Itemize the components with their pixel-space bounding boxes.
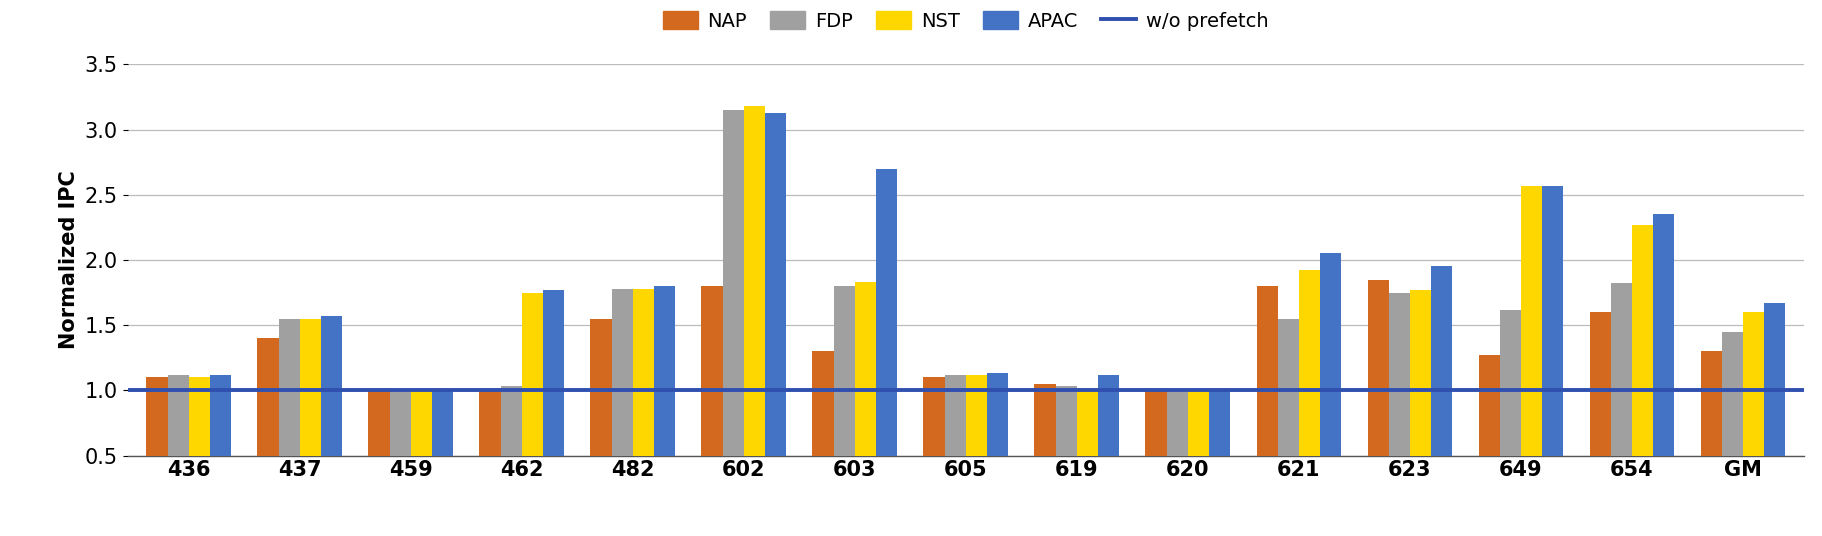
- Bar: [189, 377, 210, 456]
- Bar: [299, 318, 321, 456]
- Bar: [590, 318, 612, 456]
- Bar: [1099, 375, 1119, 456]
- Bar: [521, 293, 543, 456]
- Bar: [813, 351, 833, 456]
- w/o prefetch: [288, 387, 310, 393]
- Bar: [743, 106, 765, 456]
- Bar: [1055, 386, 1077, 456]
- Bar: [765, 113, 785, 456]
- Bar: [321, 316, 343, 456]
- Bar: [1146, 390, 1166, 456]
- Bar: [1077, 388, 1099, 456]
- Bar: [966, 375, 988, 456]
- Bar: [1611, 284, 1633, 456]
- Bar: [1722, 332, 1742, 456]
- Bar: [1589, 312, 1611, 456]
- Bar: [876, 169, 896, 456]
- Bar: [390, 390, 410, 456]
- Bar: [654, 286, 674, 456]
- Bar: [1633, 225, 1653, 456]
- Bar: [1319, 254, 1341, 456]
- Bar: [1299, 270, 1319, 456]
- Bar: [1541, 185, 1563, 456]
- Bar: [944, 375, 966, 456]
- Bar: [701, 286, 723, 456]
- Bar: [1700, 351, 1722, 456]
- Bar: [1035, 384, 1055, 456]
- Bar: [855, 282, 876, 456]
- Bar: [988, 374, 1008, 456]
- Bar: [1500, 309, 1521, 456]
- Bar: [279, 318, 299, 456]
- Bar: [1742, 312, 1764, 456]
- Bar: [1764, 303, 1786, 456]
- Bar: [432, 390, 454, 456]
- Bar: [1388, 293, 1410, 456]
- Bar: [210, 375, 231, 456]
- w/o prefetch: [179, 387, 200, 393]
- Bar: [1257, 286, 1277, 456]
- Bar: [1430, 266, 1452, 456]
- Bar: [723, 110, 743, 456]
- Bar: [1368, 280, 1388, 456]
- Bar: [1208, 390, 1230, 456]
- Bar: [543, 290, 563, 456]
- Bar: [168, 375, 189, 456]
- Bar: [833, 286, 855, 456]
- Bar: [1166, 390, 1188, 456]
- Bar: [1478, 355, 1500, 456]
- Bar: [479, 390, 501, 456]
- Bar: [632, 289, 654, 456]
- Bar: [1277, 318, 1299, 456]
- Bar: [146, 377, 168, 456]
- Legend: NAP, FDP, NST, APAC, w/o prefetch: NAP, FDP, NST, APAC, w/o prefetch: [654, 4, 1277, 39]
- Bar: [1188, 390, 1208, 456]
- Bar: [368, 390, 390, 456]
- Bar: [410, 390, 432, 456]
- Bar: [1653, 214, 1674, 456]
- Bar: [1521, 185, 1541, 456]
- Bar: [924, 377, 944, 456]
- Bar: [257, 338, 279, 456]
- Bar: [501, 386, 521, 456]
- Bar: [1410, 290, 1430, 456]
- Y-axis label: Normalized IPC: Normalized IPC: [58, 170, 78, 349]
- Bar: [612, 289, 632, 456]
